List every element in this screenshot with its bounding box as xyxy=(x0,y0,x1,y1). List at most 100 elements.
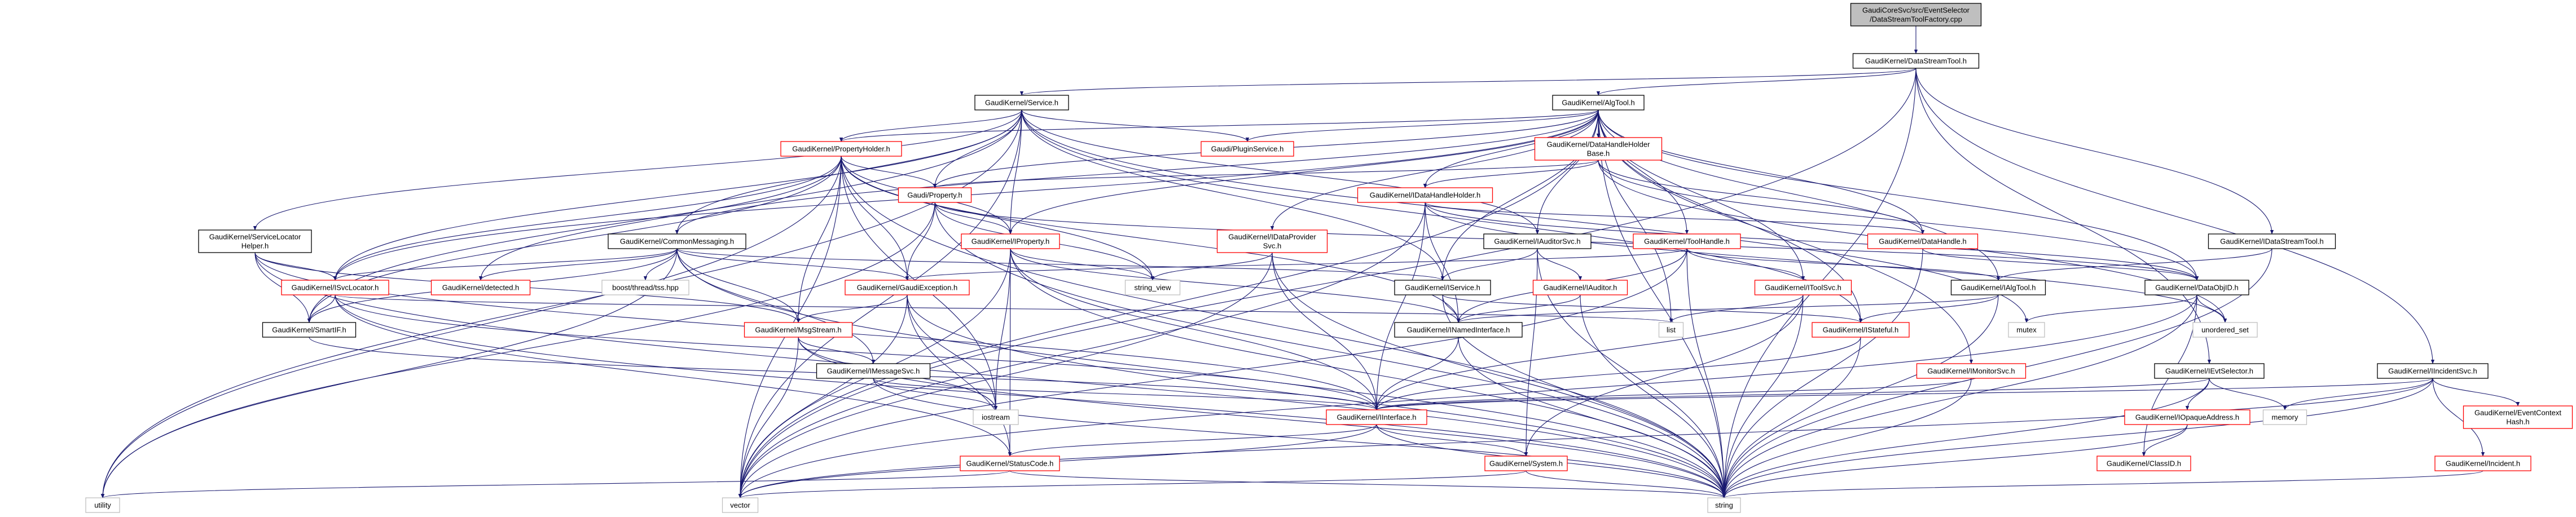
node-label: GaudiKernel/DataHandleHolder xyxy=(1547,140,1651,149)
node-ialg-tool[interactable]: GaudiKernel/IAlgTool.h xyxy=(1950,280,2046,295)
node-iservice[interactable]: GaudiKernel/IService.h xyxy=(1394,280,1491,295)
node-label: GaudiKernel/DataObjID.h xyxy=(2155,284,2238,292)
edge-ievt-selector-to-memory xyxy=(2209,378,2287,410)
node-box xyxy=(1658,322,1684,338)
edge-iservice-to-istateful xyxy=(1442,294,1862,323)
node-incident[interactable]: GaudiKernel/Incident.h xyxy=(2434,456,2531,471)
edge-data-obj-id-to-unordered-set xyxy=(2196,294,2227,323)
edge-alg-tool-to-data-handle xyxy=(1598,109,1925,235)
edge-isvc-locator-to-list xyxy=(335,294,1673,323)
edge-alg-tool-to-tool-handle xyxy=(1598,109,1689,235)
node-box xyxy=(2192,322,2258,338)
node-vector: vector xyxy=(722,497,759,513)
node-label: GaudiKernel/System.h xyxy=(1489,459,1563,468)
node-list: list xyxy=(1658,322,1684,338)
edge-idata-provider-svc-to-string xyxy=(1272,252,1726,498)
node-iauditor[interactable]: GaudiKernel/IAuditor.h xyxy=(1532,280,1628,295)
node-detected[interactable]: GaudiKernel/detected.h xyxy=(430,280,531,295)
node-box xyxy=(1326,409,1427,425)
node-common-messaging[interactable]: GaudiKernel/CommonMessaging.h xyxy=(608,233,746,249)
node-property[interactable]: Gaudi/Property.h xyxy=(898,187,972,203)
edge-data-stream-tool-to-vector xyxy=(738,68,1916,498)
node-iinterface[interactable]: GaudiKernel/IInterface.h xyxy=(1326,409,1427,425)
node-label: GaudiKernel/IAlgTool.h xyxy=(1961,284,2036,292)
node-data-obj-id[interactable]: GaudiKernel/DataObjID.h xyxy=(2144,280,2249,295)
node-iauditor-svc[interactable]: GaudiKernel/IAuditorSvc.h xyxy=(1483,233,1592,249)
node-msg-stream[interactable]: GaudiKernel/MsgStream.h xyxy=(744,322,853,338)
node-plugin-service[interactable]: Gaudi/PluginService.h xyxy=(1201,141,1294,157)
node-imonitor-svc[interactable]: GaudiKernel/IMonitorSvc.h xyxy=(1916,363,2026,379)
node-status-code[interactable]: GaudiKernel/StatusCode.h xyxy=(960,456,1060,471)
node-system[interactable]: GaudiKernel/System.h xyxy=(1484,456,1568,471)
edge-alg-tool-to-itool-svc xyxy=(1598,109,1805,281)
edge-service-to-property-holder xyxy=(839,109,1022,142)
edge-alg-tool-to-common-messaging xyxy=(675,109,1599,235)
node-root[interactable]: GaudiCoreSvc/src/EventSelector/DataStrea… xyxy=(1850,3,1982,26)
node-box xyxy=(2144,280,2249,295)
edge-common-messaging-to-string xyxy=(676,248,1726,498)
node-inamed-interface[interactable]: GaudiKernel/INamedInterface.h xyxy=(1394,322,1523,338)
edge-common-messaging-to-boost xyxy=(643,248,678,281)
node-isvc-locator[interactable]: GaudiKernel/ISvcLocator.h xyxy=(281,280,389,295)
node-ievt-selector[interactable]: GaudiKernel/IEvtSelector.h xyxy=(2154,363,2265,379)
node-idata-handle-holder[interactable]: GaudiKernel/IDataHandleHolder.h xyxy=(1357,187,1493,203)
edge-idata-stream-tool-to-ialg-tool xyxy=(1996,248,2272,281)
edge-property-holder-to-msg-stream xyxy=(796,156,842,323)
edge-data-handle-holder-base-to-idata-handle-holder xyxy=(1423,160,1599,188)
node-iopaque-address[interactable]: GaudiKernel/IOpaqueAddress.h xyxy=(2124,409,2250,425)
edge-data-stream-tool-to-service xyxy=(1020,68,1916,96)
node-class-id[interactable]: GaudiKernel/ClassID.h xyxy=(2096,456,2191,471)
node-label: GaudiKernel/IStateful.h xyxy=(1823,326,1898,334)
node-label: Gaudi/Property.h xyxy=(907,191,962,200)
node-service[interactable]: GaudiKernel/Service.h xyxy=(974,95,1069,111)
edge-data-stream-tool-to-ievt-selector xyxy=(1915,68,2212,364)
edge-service-to-service-locator-helper xyxy=(253,109,1022,231)
node-label: GaudiKernel/IDataProvider xyxy=(1228,233,1316,241)
node-label: string xyxy=(1715,501,1733,510)
node-iproperty[interactable]: GaudiKernel/IProperty.h xyxy=(961,233,1060,249)
edge-common-messaging-to-iservice xyxy=(676,248,1444,281)
edge-idata-handle-holder-to-vector xyxy=(738,202,1426,498)
node-istateful[interactable]: GaudiKernel/IStateful.h xyxy=(1812,322,1910,338)
node-smart-if[interactable]: GaudiKernel/SmartIF.h xyxy=(262,322,357,338)
edge-tool-handle-to-string xyxy=(1686,248,1726,498)
edge-gaudi-exception-to-iostream xyxy=(907,294,998,410)
node-label: GaudiKernel/IInterface.h xyxy=(1337,413,1417,422)
edge-iincident-svc-to-iinterface xyxy=(1375,378,2433,410)
node-label: GaudiKernel/ISvcLocator.h xyxy=(292,284,379,292)
edge-incident-to-string xyxy=(1722,470,2483,498)
edge-tool-handle-to-itool-svc xyxy=(1686,248,1805,281)
node-data-handle[interactable]: GaudiKernel/DataHandle.h xyxy=(1867,233,1979,249)
node-box xyxy=(1950,280,2046,295)
node-iincident-svc[interactable]: GaudiKernel/IIncidentSvc.h xyxy=(2377,363,2489,379)
node-itool-svc[interactable]: GaudiKernel/IToolSvc.h xyxy=(1754,280,1852,295)
node-label: unordered_set xyxy=(2201,326,2249,334)
node-tool-handle[interactable]: GaudiKernel/ToolHandle.h xyxy=(1633,233,1741,249)
edge-idata-handle-holder-to-data-handle xyxy=(1425,202,1924,235)
node-box xyxy=(845,280,970,295)
edge-imonitor-svc-to-iinterface xyxy=(1375,378,1972,410)
edge-common-messaging-to-detected xyxy=(478,248,678,281)
edge-service-locator-helper-to-string xyxy=(254,252,1726,498)
node-alg-tool[interactable]: GaudiKernel/AlgTool.h xyxy=(1552,95,1645,111)
edge-tool-handle-to-vector xyxy=(738,248,1687,498)
edge-iincident-svc-to-memory xyxy=(2283,378,2433,410)
edge-data-stream-tool-to-alg-tool xyxy=(1596,68,1916,96)
edge-iinterface-to-status-code xyxy=(1008,424,1377,457)
edge-idata-handle-holder-to-iinterface xyxy=(1374,202,1426,410)
edge-idata-handle-holder-to-data-obj-id xyxy=(1425,202,2199,281)
node-box xyxy=(1867,233,1979,249)
node-property-holder[interactable]: GaudiKernel/PropertyHolder.h xyxy=(780,141,902,157)
edge-data-handle-holder-base-to-data-handle xyxy=(1598,160,1925,235)
node-box xyxy=(2262,409,2307,425)
node-data-stream-tool[interactable]: GaudiKernel/DataStreamTool.h xyxy=(1852,53,1980,69)
node-imessage-svc[interactable]: GaudiKernel/IMessageSvc.h xyxy=(816,363,931,379)
node-idata-stream-tool[interactable]: GaudiKernel/IDataStreamTool.h xyxy=(2208,233,2336,249)
edge-common-messaging-to-isvc-locator xyxy=(333,248,678,281)
edge-alg-tool-to-idata-handle-holder xyxy=(1423,109,1599,188)
node-gaudi-exception[interactable]: GaudiKernel/GaudiException.h xyxy=(845,280,970,295)
